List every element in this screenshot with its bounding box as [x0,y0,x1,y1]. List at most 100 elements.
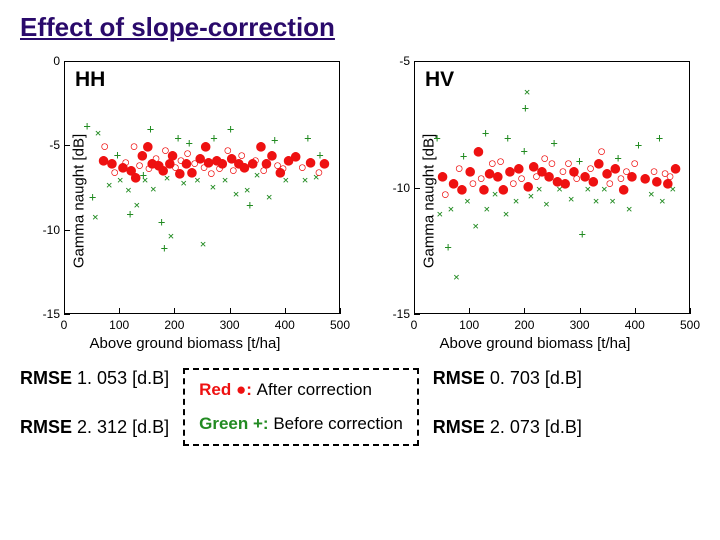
data-point: × [164,173,171,184]
data-point: ● [671,160,681,176]
data-point: ● [306,154,316,170]
data-point: × [133,200,140,211]
rmse-right-column: RMSE 0. 703 [d.B] RMSE 2. 073 [d.B] [433,368,582,446]
data-point: + [304,132,311,144]
rmse-left-column: RMSE 1. 053 [d.B] RMSE 2. 312 [d.B] [20,368,169,446]
x-tick [285,308,286,314]
x-tick [414,308,415,314]
data-point: + [147,123,154,135]
data-point: ● [438,168,448,184]
plot-area: HH++××●○×●○+×●○×+●○●×○●+×●○+●×○●+●+○×●×●… [64,61,340,314]
x-tick [230,308,231,314]
data-point: ● [498,181,508,197]
legend-green-label: Green +: [199,414,268,433]
y-tick-label: -15 [382,307,410,321]
data-point: × [180,178,187,189]
data-point: ○ [541,153,548,164]
data-point: × [222,175,229,186]
legend-red-label: Red ●: [199,380,252,399]
y-tick [64,230,70,231]
data-point: + [444,241,451,253]
data-point: ● [320,155,330,171]
rmse-value: 1. 053 [77,368,127,388]
data-point: × [125,185,132,196]
x-tick-label: 200 [164,318,184,332]
data-point: × [168,230,175,241]
data-point: × [568,193,575,204]
legend-green-text: Before correction [273,414,402,433]
data-point: × [669,183,676,194]
data-point: ○ [299,161,306,172]
data-point: × [92,212,99,223]
data-point: ○ [131,141,138,152]
data-point: ● [640,170,650,186]
data-point: ● [627,168,637,184]
rmse-label: RMSE [20,368,72,388]
y-tick [64,61,70,62]
data-point: + [635,139,642,151]
plot-area: HV+×●○+×●×○●+×●○×●○●+×●○×●○●×+●○×●○++×●×… [414,61,690,314]
data-point: ● [479,181,489,197]
data-point: × [483,203,490,214]
data-point: × [302,175,309,186]
data-point: + [158,216,165,228]
x-tick [64,308,65,314]
x-tick-label: 300 [570,318,590,332]
rmse-value: 0. 703 [490,368,540,388]
data-point: + [83,120,90,132]
data-point: + [615,152,622,164]
data-point: × [437,208,444,219]
data-point: × [117,175,124,186]
data-point: × [593,196,600,207]
legend-box: Red ●: After correction Green +: Before … [183,368,419,446]
data-point: × [609,196,616,207]
data-point: + [482,127,489,139]
charts-row: Gamma naught [dB]Above ground biomass [t… [20,53,700,348]
y-tick-label: 0 [32,54,60,68]
rmse-unit: [d.B] [545,368,582,388]
data-point: + [433,132,440,144]
rmse-label: RMSE [433,417,485,437]
data-point: ● [588,173,598,189]
y-tick-label: -10 [32,223,60,237]
y-tick [64,145,70,146]
data-point: ○ [510,178,517,189]
y-tick-label: -10 [382,181,410,195]
data-point: + [175,132,182,144]
data-point: ● [143,138,153,154]
data-point: ● [217,155,227,171]
rmse-unit: [d.B] [132,368,169,388]
y-tick [414,188,420,189]
data-point: × [536,183,543,194]
legend-green-row: Green +: Before correction [199,414,403,434]
x-axis-label: Above ground biomass [t/ha] [440,335,631,352]
rmse-unit: [d.B] [545,417,582,437]
data-point: × [626,203,633,214]
data-point: × [659,196,666,207]
rmse-unit: [d.B] [132,417,169,437]
x-tick-label: 400 [625,318,645,332]
data-point: × [528,191,535,202]
rmse-hv-after: RMSE 0. 703 [d.B] [433,368,582,389]
data-point: ○ [631,158,638,169]
x-axis-label: Above ground biomass [t/ha] [90,335,281,352]
bottom-row: RMSE 1. 053 [d.B] RMSE 2. 312 [d.B] Red … [20,368,700,446]
rmse-value: 2. 312 [77,417,127,437]
data-point: + [656,132,663,144]
data-point: × [543,198,550,209]
data-point: × [233,188,240,199]
chart-panel-hv: Gamma naught [dB]Above ground biomass [t… [370,53,700,348]
data-point: + [504,132,511,144]
x-tick [119,308,120,314]
data-point: ● [256,138,266,154]
data-point: ○ [497,155,504,166]
panel-label: HV [425,68,454,92]
page-title: Effect of slope-correction [20,12,700,43]
rmse-hh-after: RMSE 1. 053 [d.B] [20,368,169,389]
data-point: ○ [101,141,108,152]
data-point: + [186,137,193,149]
data-point: × [282,175,289,186]
rmse-value: 2. 073 [490,417,540,437]
x-tick-label: 200 [514,318,534,332]
data-point: × [150,183,157,194]
